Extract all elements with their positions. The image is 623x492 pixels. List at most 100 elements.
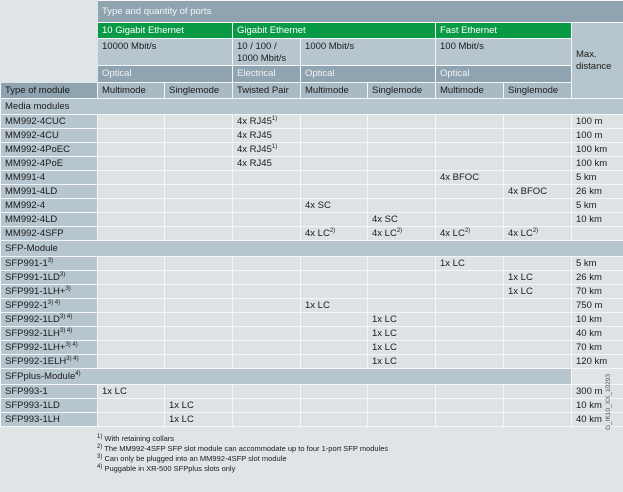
port-value: 4x RJ45 bbox=[237, 129, 272, 141]
port-cell bbox=[164, 198, 233, 213]
footnote: 1) With retaining collars bbox=[97, 434, 388, 444]
footnote-ref: 2) bbox=[464, 227, 471, 234]
port-value: 4x RJ45 bbox=[237, 143, 272, 155]
table-row: MM992-4PoE 4x RJ45 100 km bbox=[0, 156, 623, 171]
port-cell bbox=[503, 128, 572, 143]
port-cell: 4x RJ451) bbox=[232, 142, 301, 157]
section-title: Media modules bbox=[5, 100, 70, 112]
module-name-text: SFP991-1 bbox=[5, 257, 48, 269]
table-row: SFP991-13) 1x LC 5 km bbox=[0, 256, 623, 271]
port-cell: 1x LC bbox=[164, 398, 233, 413]
port-cell bbox=[97, 226, 165, 241]
port-value: 1x LC bbox=[372, 313, 397, 325]
max-distance: 40 km bbox=[570, 326, 623, 341]
table-row: SFP992-1ELH3) 4) 1x LC 120 km bbox=[0, 354, 623, 369]
module-name: MM992-4PoEC bbox=[0, 142, 98, 157]
max-distance: 70 km bbox=[570, 340, 623, 355]
port-cell bbox=[503, 354, 572, 369]
port-cell bbox=[367, 170, 436, 185]
footnote: 3) Can only be plugged into an MM992-4SF… bbox=[97, 454, 388, 464]
max-distance: 40 km bbox=[570, 412, 623, 427]
port-cell: 4x LC2) bbox=[503, 226, 572, 241]
port-cell bbox=[300, 312, 368, 327]
table-row: MM992-4SFP 4x LC2) 4x LC2) 4x LC2) 4x LC2) bbox=[0, 226, 623, 241]
module-name: SFP993-1LD bbox=[0, 398, 98, 413]
max-distance: 10 km bbox=[570, 212, 623, 227]
table-row: MM992-4PoEC 4x RJ451) 100 km bbox=[0, 142, 623, 157]
column-header: Singlemode bbox=[164, 82, 233, 99]
footnote-text: Can only be plugged into an MM992-4SFP s… bbox=[104, 454, 287, 463]
port-value: 1x LC bbox=[508, 271, 533, 283]
footnotes: 1) With retaining collars 2) The MM992-4S… bbox=[97, 434, 388, 474]
max-distance: 10 km bbox=[570, 312, 623, 327]
max-distance: 5 km bbox=[570, 198, 623, 213]
port-cell bbox=[300, 270, 368, 285]
port-cell bbox=[503, 412, 572, 427]
port-cell bbox=[164, 340, 233, 355]
table-row: SFP992-1LH3) 4) 1x LC 40 km bbox=[0, 326, 623, 341]
table-row: MM992-4CU 4x RJ45 100 m bbox=[0, 128, 623, 143]
port-cell bbox=[97, 312, 165, 327]
port-cell: 4x BFOC bbox=[503, 184, 572, 199]
port-cell: 1x LC bbox=[97, 384, 165, 399]
max-distance: 10 km bbox=[570, 398, 623, 413]
module-name-text: SFP991-1LD bbox=[5, 271, 60, 283]
port-cell bbox=[164, 170, 233, 185]
module-name-text: MM991-4 bbox=[5, 171, 46, 183]
max-distance: 100 km bbox=[570, 142, 623, 157]
max-distance-header: Max. distance bbox=[570, 22, 623, 99]
port-value: 4x SC bbox=[372, 213, 398, 225]
footnote-text: The MM992-4SFP SFP slot module can accom… bbox=[104, 444, 389, 453]
port-cell bbox=[232, 284, 301, 299]
port-cell bbox=[503, 198, 572, 213]
module-name: SFP991-1LD3) bbox=[0, 270, 98, 285]
port-cell bbox=[367, 412, 436, 427]
corner-blank bbox=[0, 0, 98, 83]
footnote-ref: 3) 4) bbox=[47, 299, 61, 306]
port-cell bbox=[367, 156, 436, 171]
max-distance: 26 km bbox=[570, 184, 623, 199]
max-distance: 120 km bbox=[570, 354, 623, 369]
group-fast: Fast Ethernet bbox=[435, 22, 572, 39]
port-cell bbox=[97, 298, 165, 313]
port-cell: 4x BFOC bbox=[435, 170, 504, 185]
port-cell bbox=[97, 412, 165, 427]
module-name-text: MM992-4 bbox=[5, 199, 46, 211]
port-cell bbox=[503, 340, 572, 355]
port-cell bbox=[164, 312, 233, 327]
module-name-text: SFP992-1ELH bbox=[5, 355, 67, 367]
module-name: MM992-4LD bbox=[0, 212, 98, 227]
column-header: Type of module bbox=[0, 82, 98, 99]
module-name-text: SFP992-1LD bbox=[5, 313, 60, 325]
port-cell bbox=[164, 184, 233, 199]
port-cell bbox=[300, 142, 368, 157]
module-name: SFP992-13) 4) bbox=[0, 298, 98, 313]
port-cell bbox=[435, 326, 504, 341]
port-cell bbox=[367, 128, 436, 143]
port-cell bbox=[503, 212, 572, 227]
port-cell bbox=[300, 326, 368, 341]
port-cell: 4x RJ45 bbox=[232, 156, 301, 171]
footnote-ref: 3) 4) bbox=[59, 313, 73, 320]
port-cell bbox=[435, 312, 504, 327]
port-cell bbox=[435, 340, 504, 355]
port-cell: 4x RJ451) bbox=[232, 114, 301, 129]
module-name: SFP993-1 bbox=[0, 384, 98, 399]
port-cell bbox=[300, 128, 368, 143]
port-cell bbox=[503, 156, 572, 171]
port-value: 4x BFOC bbox=[508, 185, 548, 197]
port-cell bbox=[232, 270, 301, 285]
port-cell bbox=[367, 114, 436, 129]
footnote-ref: 3) 4) bbox=[66, 355, 79, 362]
port-cell bbox=[232, 412, 301, 427]
port-cell: 1x LC bbox=[435, 256, 504, 271]
port-value: 4x LC bbox=[440, 227, 465, 239]
table-row: MM992-4 4x SC 5 km bbox=[0, 198, 623, 213]
speed-100: 100 Mbit/s bbox=[435, 38, 572, 66]
module-name-text: MM991-4LD bbox=[5, 185, 58, 197]
group-1g: Gigabit Ethernet bbox=[232, 22, 436, 39]
port-cell bbox=[232, 198, 301, 213]
port-cell bbox=[300, 340, 368, 355]
table-row: SFP993-1LD 1x LC 10 km bbox=[0, 398, 623, 413]
